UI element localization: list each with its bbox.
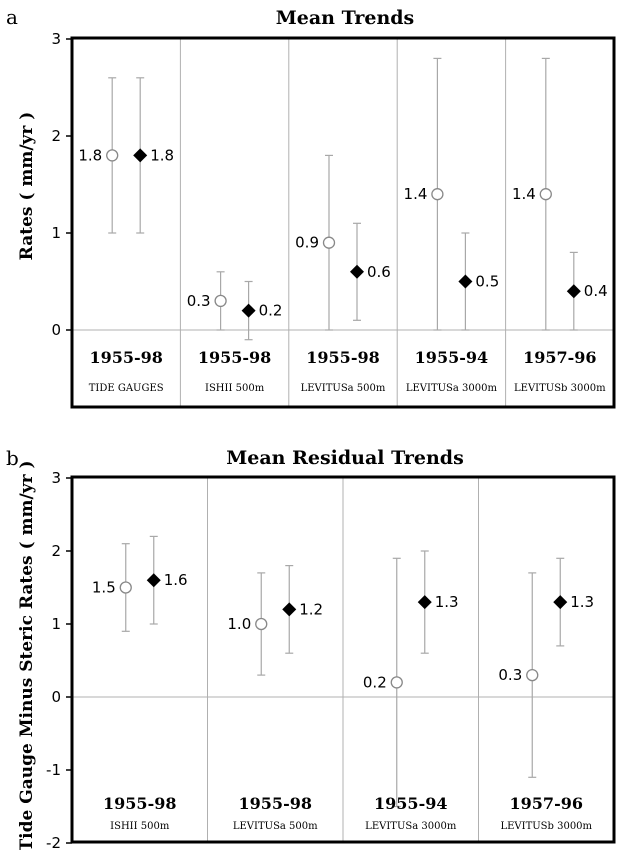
open-circle-marker xyxy=(214,294,227,308)
filled-diamond-marker xyxy=(566,284,581,299)
period-label: 1955-98 xyxy=(198,348,271,367)
dataset-label: LEVITUSa 3000m xyxy=(406,383,498,394)
open-value-label: 0.2 xyxy=(363,673,387,691)
open-value-label: 1.0 xyxy=(227,615,251,633)
panel-b-plot: -2 -1 0 1 2 3 1.5 1.6 1955-98 ISHII 500m 1.0 1.2 195… xyxy=(46,469,616,850)
period-label: 1957-96 xyxy=(510,794,583,813)
filled-diamond-marker xyxy=(146,573,161,588)
open-circle-marker xyxy=(526,668,539,682)
y-tick-label: 3 xyxy=(51,30,61,48)
dataset-label: LEVITUSa 3000m xyxy=(365,821,457,832)
filled-value-label: 1.2 xyxy=(299,600,323,618)
open-value-label: 0.3 xyxy=(498,666,522,684)
y-tick-label: -2 xyxy=(46,834,61,850)
y-tick-label: 0 xyxy=(51,688,61,706)
filled-value-label: 1.8 xyxy=(150,146,174,164)
open-value-label: 0.3 xyxy=(187,292,211,310)
period-label: 1957-96 xyxy=(523,348,596,367)
filled-diamond-marker xyxy=(133,148,148,163)
open-value-label: 1.8 xyxy=(78,146,102,164)
y-tick-label: -1 xyxy=(46,761,61,779)
plot-frame xyxy=(70,475,616,844)
panel-b-ylabel: Tide Gauge Minus Steric Rates ( mm/yr ) xyxy=(17,461,37,850)
period-label: 1955-98 xyxy=(239,794,312,813)
filled-value-label: 0.6 xyxy=(367,263,391,281)
filled-value-label: 0.2 xyxy=(259,302,283,320)
filled-diamond-marker xyxy=(553,595,568,610)
filled-value-label: 0.5 xyxy=(475,273,499,291)
panel-b-title: Mean Residual Trends xyxy=(226,447,464,469)
period-label: 1955-94 xyxy=(374,794,447,813)
filled-diamond-marker xyxy=(241,303,256,318)
open-circle-marker xyxy=(255,617,268,631)
open-value-label: 1.4 xyxy=(512,185,536,203)
dataset-label: ISHII 500m xyxy=(110,821,170,832)
y-tick-label: 1 xyxy=(51,224,61,242)
period-label: 1955-98 xyxy=(89,348,162,367)
open-circle-marker xyxy=(390,676,403,689)
filled-diamond-marker xyxy=(458,274,473,289)
filled-diamond-marker xyxy=(282,602,297,617)
open-circle-marker xyxy=(106,149,119,162)
period-label: 1955-94 xyxy=(415,348,488,367)
plot-frame xyxy=(70,36,616,409)
filled-diamond-marker xyxy=(350,264,364,279)
dataset-label: ISHII 500m xyxy=(205,383,265,394)
panel-a-title: Mean Trends xyxy=(276,7,415,29)
panel-b-letter: b xyxy=(6,446,19,470)
filled-value-label: 1.3 xyxy=(570,593,594,611)
dataset-label: LEVITUSa 500m xyxy=(233,821,318,832)
open-circle-marker xyxy=(322,236,336,249)
y-tick-label: 0 xyxy=(51,321,61,339)
open-value-label: 1.4 xyxy=(404,185,428,203)
panel-a-plot: 0 1 2 3 1.8 1.8 1955-98 TIDE GAUGES 0.3 0.2 1955-9… xyxy=(51,30,616,409)
open-circle-marker xyxy=(119,581,132,594)
open-circle-marker xyxy=(539,188,552,201)
y-tick-label: 2 xyxy=(51,127,61,145)
filled-value-label: 1.6 xyxy=(164,571,188,589)
y-tick-label: 1 xyxy=(51,615,61,633)
period-label: 1955-98 xyxy=(103,794,176,813)
open-circle-marker xyxy=(431,188,444,201)
dataset-label: LEVITUSa 500m xyxy=(301,383,386,394)
filled-diamond-marker xyxy=(417,595,432,610)
dataset-label: LEVITUSb 3000m xyxy=(514,383,606,394)
period-label: 1955-98 xyxy=(306,348,379,367)
panel-a-ylabel: Rates ( mm/yr ) xyxy=(17,112,37,261)
filled-value-label: 1.3 xyxy=(435,593,459,611)
y-tick-label: 2 xyxy=(51,542,61,560)
panel-a-letter: a xyxy=(6,5,18,29)
dataset-label: TIDE GAUGES xyxy=(89,383,164,394)
y-tick-label: 3 xyxy=(51,469,61,487)
open-value-label: 0.9 xyxy=(295,234,319,252)
filled-value-label: 0.4 xyxy=(584,282,608,300)
dataset-label: LEVITUSb 3000m xyxy=(500,821,592,832)
open-value-label: 1.5 xyxy=(92,579,116,597)
